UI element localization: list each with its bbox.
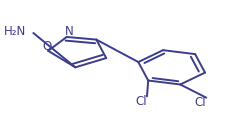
Text: N: N (65, 25, 74, 37)
Text: O: O (42, 40, 52, 53)
Text: Cl: Cl (135, 95, 147, 108)
Text: Cl: Cl (194, 96, 206, 109)
Text: H₂N: H₂N (4, 25, 26, 38)
